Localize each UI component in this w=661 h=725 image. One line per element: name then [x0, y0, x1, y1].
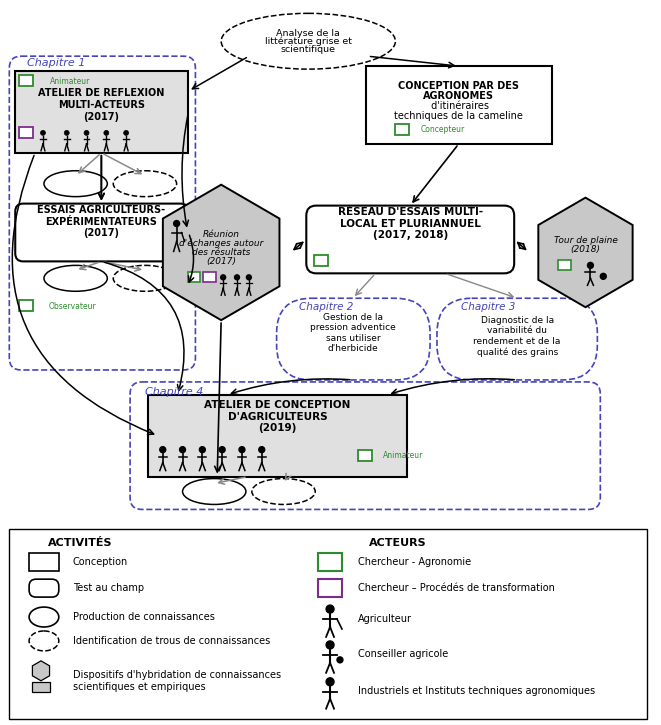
Text: Chercheur – Procédés de transformation: Chercheur – Procédés de transformation [358, 583, 555, 593]
Text: CONCEPTION PAR DES: CONCEPTION PAR DES [399, 81, 520, 91]
Circle shape [174, 220, 180, 226]
Text: d'échanges autour: d'échanges autour [179, 239, 263, 248]
Circle shape [235, 275, 239, 280]
Ellipse shape [113, 171, 176, 196]
Polygon shape [32, 661, 50, 681]
Bar [314, 255, 328, 266]
Text: ACTEURS: ACTEURS [369, 538, 426, 548]
Text: RÉSEAU D'ESSAIS MULTI-
LOCAL ET PLURIANNUEL
(2017, 2018): RÉSEAU D'ESSAIS MULTI- LOCAL ET PLURIANN… [338, 207, 483, 240]
FancyBboxPatch shape [437, 298, 598, 380]
Text: Analyse de la: Analyse de la [276, 29, 340, 38]
Text: AGRONOMES: AGRONOMES [423, 91, 494, 101]
Bar [19, 75, 33, 86]
Bar [188, 273, 200, 282]
Bar [9, 529, 647, 718]
Circle shape [84, 130, 89, 136]
Text: Production de connaissances: Production de connaissances [73, 612, 215, 622]
FancyBboxPatch shape [29, 579, 59, 597]
Bar [358, 450, 371, 460]
Ellipse shape [29, 607, 59, 627]
Text: d'itinéraires: d'itinéraires [428, 101, 489, 111]
Ellipse shape [44, 171, 107, 196]
Bar [32, 682, 50, 692]
Text: Industriels et Instituts techniques agronomiques: Industriels et Instituts techniques agro… [358, 686, 595, 696]
Text: Chapitre 4: Chapitre 4 [145, 387, 204, 397]
Ellipse shape [44, 265, 107, 291]
Circle shape [239, 447, 245, 452]
Circle shape [64, 130, 69, 136]
Bar [15, 71, 188, 153]
Circle shape [219, 447, 225, 452]
Text: Concepteur: Concepteur [420, 125, 465, 134]
Text: Chercheur - Agronomie: Chercheur - Agronomie [358, 558, 471, 567]
Text: des résultats: des résultats [192, 248, 251, 257]
Text: Tour de plaine: Tour de plaine [553, 236, 617, 245]
Circle shape [160, 447, 166, 452]
Bar [395, 124, 409, 135]
Ellipse shape [252, 478, 315, 505]
Text: ATELIER DE CONCEPTION
D'AGRICULTEURS
(2019): ATELIER DE CONCEPTION D'AGRICULTEURS (20… [204, 400, 351, 434]
Text: Conseiller agricole: Conseiller agricole [358, 649, 448, 659]
Polygon shape [538, 198, 633, 307]
Circle shape [200, 447, 206, 452]
Text: ACTIVITÉS: ACTIVITÉS [48, 538, 113, 548]
Text: Animateur: Animateur [383, 451, 423, 460]
Circle shape [259, 447, 264, 452]
Bar [148, 395, 407, 476]
Bar [19, 300, 33, 311]
Ellipse shape [182, 478, 246, 505]
Circle shape [588, 262, 594, 268]
FancyBboxPatch shape [306, 206, 514, 273]
Bar [204, 273, 216, 282]
Ellipse shape [29, 631, 59, 651]
Bar [318, 553, 342, 571]
Circle shape [326, 678, 334, 686]
Circle shape [40, 130, 46, 136]
Text: Conception: Conception [73, 558, 128, 567]
Circle shape [221, 275, 225, 280]
Bar [366, 66, 552, 144]
Text: (2018): (2018) [570, 245, 600, 254]
Bar [29, 553, 59, 571]
Text: Chapitre 2: Chapitre 2 [299, 302, 353, 312]
Polygon shape [163, 185, 280, 320]
Circle shape [600, 273, 606, 279]
Circle shape [326, 605, 334, 613]
Circle shape [337, 657, 343, 663]
Text: Observateur: Observateur [49, 302, 97, 311]
FancyBboxPatch shape [15, 204, 188, 262]
Text: scientifique: scientifique [281, 45, 336, 54]
Bar [318, 579, 342, 597]
Ellipse shape [113, 265, 176, 291]
Text: Dispositifs d'hybridation de connaissances
scientifiques et empiriques: Dispositifs d'hybridation de connaissanc… [73, 670, 281, 692]
Text: techniques de la cameline: techniques de la cameline [395, 111, 524, 121]
Text: Chapitre 1: Chapitre 1 [26, 58, 85, 68]
Circle shape [247, 275, 251, 280]
Text: Identification de trous de connaissances: Identification de trous de connaissances [73, 636, 270, 646]
Text: Gestion de la
pression adventice
sans utiliser
d'herbicide: Gestion de la pression adventice sans ut… [310, 313, 396, 353]
Text: Test au champ: Test au champ [73, 583, 144, 593]
Circle shape [326, 641, 334, 649]
Text: littérature grise et: littérature grise et [265, 36, 352, 46]
Text: ESSAIS AGRICULTEURS-
EXPÉRIMENTATEURS
(2017): ESSAIS AGRICULTEURS- EXPÉRIMENTATEURS (2… [37, 205, 165, 238]
Text: (2017): (2017) [206, 257, 236, 266]
FancyBboxPatch shape [276, 298, 430, 380]
Circle shape [124, 130, 129, 136]
Ellipse shape [221, 13, 395, 69]
Text: Animateur: Animateur [50, 77, 91, 86]
Text: Agriculteur: Agriculteur [358, 614, 412, 624]
Bar [19, 127, 33, 138]
Text: Réunion: Réunion [203, 230, 240, 239]
Circle shape [104, 130, 109, 136]
Circle shape [180, 447, 186, 452]
Text: ATELIER DE REFLEXION
MULTI-ACTEURS
(2017): ATELIER DE REFLEXION MULTI-ACTEURS (2017… [38, 88, 165, 122]
Text: Diagnostic de la
variabilité du
rendement et de la
qualité des grains: Diagnostic de la variabilité du rendemen… [473, 315, 561, 357]
Bar [558, 260, 570, 270]
Text: Chapitre 3: Chapitre 3 [461, 302, 516, 312]
